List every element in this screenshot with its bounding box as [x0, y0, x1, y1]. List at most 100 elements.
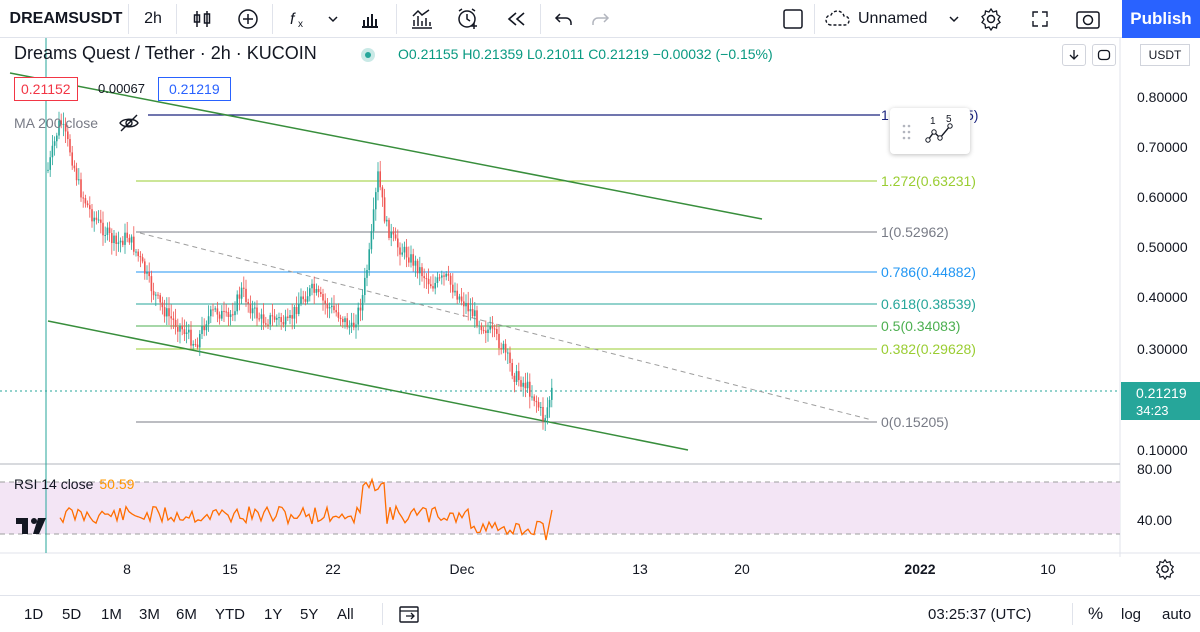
candle-body — [84, 198, 87, 204]
candle-body — [460, 296, 463, 302]
compare-add-icon[interactable] — [230, 0, 266, 38]
buy-price-button[interactable]: 0.21219 — [158, 77, 231, 101]
candle-body — [86, 203, 89, 206]
candle-body — [218, 314, 221, 319]
candle-body — [504, 343, 507, 353]
candle-body — [150, 276, 153, 292]
candle-body — [496, 328, 498, 334]
redo-icon[interactable] — [582, 0, 618, 38]
range-5y-button[interactable]: 5Y — [300, 605, 319, 623]
sell-price-button[interactable]: 0.21152 — [14, 77, 78, 101]
candle-body — [146, 272, 148, 274]
financials-icon[interactable] — [350, 0, 390, 38]
chevron-down-icon[interactable] — [944, 0, 964, 38]
candle-body — [58, 120, 60, 136]
gear-icon[interactable] — [972, 0, 1010, 38]
undo-icon[interactable] — [546, 0, 582, 38]
scale-reset-button[interactable] — [1092, 44, 1116, 66]
chart-area[interactable]: 1.272(0.63231) 1(0.52962) 0.786(0.44882)… — [0, 38, 1200, 595]
candle-body — [276, 317, 278, 320]
candle-body — [456, 290, 458, 300]
rsi-indicator-label[interactable]: RSI 14 close 50.59 — [14, 476, 134, 492]
publish-button[interactable]: Publish — [1122, 0, 1200, 38]
candle-body — [529, 381, 531, 397]
range-1m-button[interactable]: 1M — [101, 605, 122, 623]
candle-body — [317, 288, 320, 293]
time-tick: 20 — [734, 561, 750, 577]
drawing-floating-toolbar[interactable]: 1 5 — [890, 108, 970, 154]
eye-hidden-icon[interactable] — [118, 113, 140, 133]
layout-name[interactable]: Unnamed — [858, 10, 928, 27]
candle-body — [254, 307, 256, 309]
range-3m-button[interactable]: 3M — [139, 605, 160, 623]
candle-body — [95, 217, 98, 220]
fib-label-0786: 0.786(0.44882) — [881, 264, 976, 280]
candle-body — [375, 192, 377, 210]
layout-square-icon[interactable] — [778, 0, 808, 38]
candle-body — [291, 315, 293, 319]
range-1d-button[interactable]: 1D — [24, 605, 44, 623]
auto-scale-button[interactable]: auto — [1162, 605, 1192, 623]
candle-body — [181, 325, 183, 330]
rsi-band — [0, 482, 1120, 534]
channel-upper-line — [9, 72, 763, 220]
range-1y-button[interactable]: 1Y — [264, 605, 283, 623]
candle-body — [403, 246, 406, 253]
market-status-icon[interactable] — [361, 48, 375, 62]
candle-body — [441, 275, 443, 278]
alert-add-icon[interactable] — [448, 0, 488, 38]
candle-body — [513, 375, 516, 382]
price-chart[interactable]: 1.272(0.63231) 1(0.52962) 0.786(0.44882)… — [0, 38, 1200, 595]
camera-icon[interactable] — [1068, 0, 1108, 38]
candle-body — [271, 315, 274, 317]
range-all-button[interactable]: All — [337, 605, 354, 623]
divider — [814, 4, 815, 34]
cloud-icon[interactable] — [822, 0, 854, 38]
range-ytd-button[interactable]: YTD — [215, 605, 245, 623]
rsi-name: RSI 14 close — [14, 476, 94, 492]
chevron-down-icon[interactable] — [320, 0, 346, 38]
ma-indicator-label[interactable]: MA 200 close — [14, 115, 99, 131]
candle-body — [370, 231, 373, 250]
candle-body — [166, 308, 168, 317]
candle-body — [229, 314, 232, 317]
candle-body — [53, 141, 56, 146]
clock-timezone-button[interactable]: 03:25:37 (UTC) — [928, 605, 1032, 623]
legend-title[interactable]: Dreams Quest / Tether · 2h · KUCOIN — [14, 43, 317, 63]
candle-body — [544, 418, 546, 421]
candle-body — [449, 275, 452, 285]
date-range-icon[interactable] — [398, 596, 420, 632]
price-axis: 0.80000 0.70000 0.60000 0.50000 0.40000 … — [1137, 89, 1188, 528]
candle-body — [493, 328, 496, 330]
candle-body — [425, 278, 428, 280]
scroll-down-button[interactable] — [1062, 44, 1086, 66]
legend-ohlc: O0.21155 H0.21359 L0.21011 C0.21219 −0.0… — [398, 46, 773, 62]
fullscreen-icon[interactable] — [1022, 0, 1058, 38]
candle-body — [97, 219, 100, 221]
candle-body — [293, 307, 296, 319]
gear-icon[interactable] — [1154, 558, 1176, 581]
fib-label-05: 0.5(0.34083) — [881, 318, 960, 334]
candle-body — [62, 123, 65, 125]
replay-icon[interactable] — [496, 0, 536, 38]
bar-replay-chart-icon[interactable] — [402, 0, 442, 38]
svg-text:x: x — [298, 19, 303, 30]
candle-style-icon[interactable] — [184, 0, 220, 38]
log-scale-button[interactable]: log — [1121, 605, 1142, 623]
candle-body — [161, 302, 164, 308]
interval-button[interactable]: 2h — [144, 10, 162, 27]
percent-scale-button[interactable]: % — [1088, 604, 1104, 623]
range-6m-button[interactable]: 6M — [176, 605, 197, 623]
candle-body — [392, 231, 395, 235]
currency-selector[interactable]: USDT — [1140, 44, 1190, 66]
symbol-search-button[interactable]: DREAMSUSDT — [9, 10, 123, 27]
range-5d-button[interactable]: 5D — [62, 605, 82, 623]
tradingview-logo-icon[interactable] — [14, 512, 50, 538]
candle-body — [214, 308, 216, 310]
candle-body — [458, 296, 461, 300]
candle-body — [122, 240, 124, 245]
candle-body — [47, 169, 49, 171]
candle-body — [190, 329, 192, 346]
candle-body — [467, 302, 469, 312]
